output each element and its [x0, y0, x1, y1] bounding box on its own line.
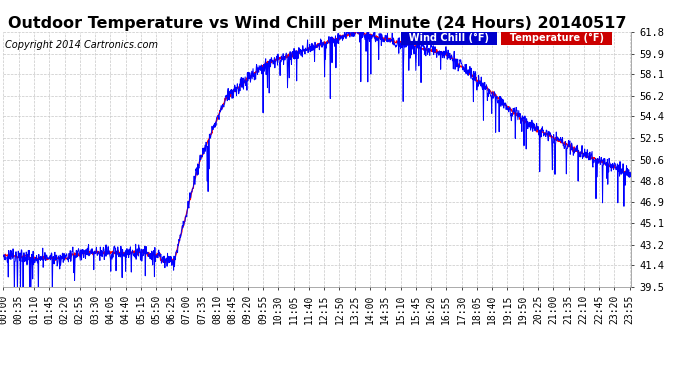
Title: Outdoor Temperature vs Wind Chill per Minute (24 Hours) 20140517: Outdoor Temperature vs Wind Chill per Mi… — [8, 16, 627, 31]
Text: Copyright 2014 Cartronics.com: Copyright 2014 Cartronics.com — [5, 39, 158, 50]
Text: Wind Chill (°F): Wind Chill (°F) — [402, 33, 496, 43]
Text: Temperature (°F): Temperature (°F) — [502, 33, 611, 43]
